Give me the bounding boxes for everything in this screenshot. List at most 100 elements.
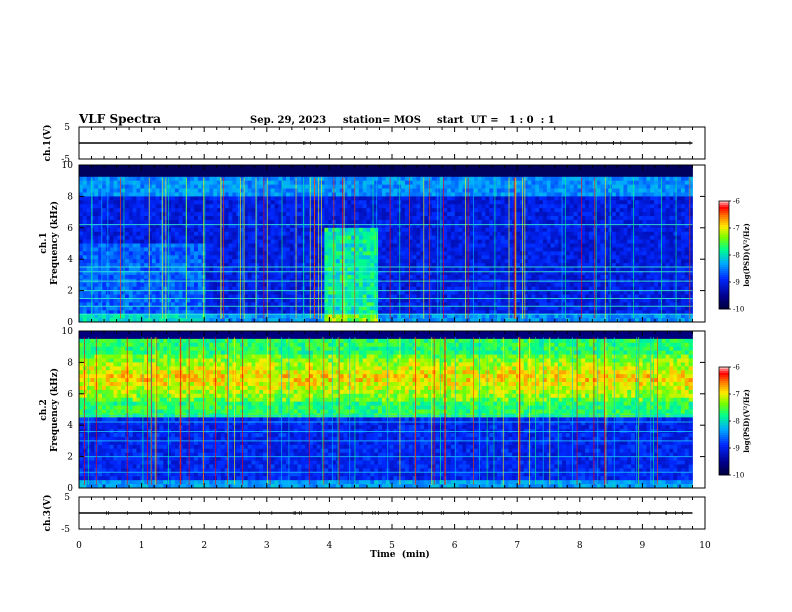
ch1-spectrogram-cell [228, 274, 233, 280]
ch1-spectrogram-cell [355, 239, 360, 244]
ch1-spectrogram-cell [278, 270, 283, 276]
ch1-spectrogram-cell [197, 212, 203, 217]
ch1-spectrogram-cell [286, 192, 291, 197]
ch1-spectrogram-cell [171, 188, 176, 193]
ch1-spectrogram-cell [289, 263, 295, 268]
ch1-spectrogram-cell [228, 223, 233, 229]
ch1-spectrogram-cell [470, 294, 475, 299]
ch1-spectrogram-cell [209, 227, 214, 233]
ch1-spectrogram-cell [197, 188, 203, 193]
ch1-spectrogram-cell [171, 176, 176, 182]
ch1-spectrogram-cell [136, 172, 141, 178]
ch1-spectrogram-cell [194, 255, 199, 260]
ch1-spectrogram-cell [381, 255, 387, 260]
ch1-spectrogram-cell [424, 165, 429, 170]
ch1-spectrogram-cell [385, 294, 390, 299]
ch1-spectrogram-cell [240, 274, 245, 280]
ch1-spectrogram-cell [140, 212, 145, 217]
ch1-spectrogram-cell [496, 219, 502, 225]
ch1-spectrogram-cell [98, 239, 103, 244]
ch1-spectrogram-cell [305, 302, 310, 307]
ch1-spectrogram-cell [282, 231, 287, 237]
ch1-spectrogram-cell [450, 227, 456, 233]
ch1-spectrogram-cell [439, 204, 444, 209]
ch1-spectrogram-cell [447, 216, 452, 221]
ch1-spectrogram-cell [416, 267, 421, 272]
ch1-spectrogram-cell [408, 231, 413, 237]
ch1-spectrogram-cell [155, 302, 160, 307]
ch1-spectrogram-cell [117, 251, 122, 256]
ch1-spectrogram-cell [232, 212, 237, 217]
ch1-spectrogram-cell [109, 212, 114, 217]
ch1-spectrogram-cell [171, 255, 176, 260]
ch1-spectrogram-cell [347, 255, 352, 260]
ch1-spectrogram-cell [500, 290, 506, 295]
ch1-spectrogram-cell [450, 239, 456, 244]
ch1-spectrogram-cell [270, 259, 275, 264]
ch1-spectrogram-cell [381, 219, 387, 225]
ch1-spectrogram-cell [473, 274, 479, 280]
ch1-spectrogram-cell [197, 298, 203, 303]
ch1-spectrogram-cell [217, 286, 222, 291]
ch1-spectrogram-cell [186, 314, 191, 319]
ch1-spectrogram-cell [309, 235, 314, 240]
ch1-spectrogram-cell [274, 208, 279, 213]
ch1-spectrogram-cell [82, 302, 88, 307]
ch1-spectrogram-cell [232, 294, 237, 299]
ch1-spectrogram-cell [351, 235, 356, 240]
ch1-spectrogram-cell [86, 219, 91, 225]
ch1-spectrogram-cell [493, 318, 498, 323]
ch1-spectrogram-cell [270, 318, 275, 323]
ch1-spectrogram-cell [374, 172, 379, 178]
ch1-spectrogram-cell [473, 196, 479, 201]
ch1-spectrogram-cell [94, 180, 99, 186]
ch1-spectrogram-cell [305, 239, 310, 244]
ch1-spectrogram-cell [86, 239, 91, 244]
ch1-spectrogram-cell [454, 200, 459, 205]
ch1-spectrogram-cell [523, 243, 529, 248]
ch1-spectrogram-cell [213, 239, 218, 244]
ch1-spectrogram-cell [447, 282, 452, 288]
ch1-spectrogram-cell [213, 247, 218, 252]
ch1-spectrogram-cell [309, 216, 314, 221]
ch1-spectrogram-cell [447, 176, 452, 182]
ch1-spectrogram-cell [247, 231, 252, 237]
ch1-spectrogram-cell [385, 176, 390, 182]
ch1-spectrogram-cell [347, 302, 352, 307]
ch1-spectrogram-cell [447, 188, 452, 193]
ch1-spectrogram-cell [125, 243, 130, 248]
ch1-spectrogram-cell [408, 290, 413, 295]
ch1-spectrogram-cell [82, 165, 88, 170]
ch1-spectrogram-cell [462, 235, 467, 240]
ch1-spectrogram-cell [504, 314, 509, 319]
ch1-spectrogram-cell [263, 176, 268, 182]
ch1-spectrogram-cell [178, 172, 183, 178]
ch1-spectrogram-cell [259, 184, 264, 189]
ch1-spectrogram-cell [270, 196, 275, 201]
ch1-spectrogram-cell [236, 239, 241, 244]
ch1-spectrogram-cell [378, 263, 383, 268]
ch1-spectrogram-cell [286, 255, 291, 260]
ch1-spectrogram-cell [243, 294, 249, 299]
ch1-spectrogram-cell [155, 239, 160, 244]
ch1-spectrogram-cell [266, 255, 272, 260]
ch1-spectrogram-cell [297, 274, 302, 280]
ch1-spectrogram-cell [401, 274, 406, 280]
ch1-spectrogram-cell [447, 180, 452, 186]
ch1-spectrogram-cell [496, 259, 502, 264]
ch1-spectrogram-cell [335, 180, 341, 186]
ch1-spectrogram-cell [393, 247, 398, 252]
ch1-spectrogram-cell [305, 212, 310, 217]
ch1-spectrogram-cell [266, 212, 272, 217]
ch1-spectrogram-cell [197, 208, 203, 213]
ch1-spectrogram-cell [347, 212, 352, 217]
ch1-spectrogram-cell [270, 184, 275, 189]
ch1-spectrogram-cell [408, 274, 413, 280]
ch1-spectrogram-cell [82, 243, 88, 248]
ch1-spectrogram-cell [94, 227, 99, 233]
ch1-spectrogram-cell [458, 270, 463, 276]
ch1-spectrogram-cell [174, 259, 180, 264]
ch1-spectrogram-cell [385, 212, 390, 217]
ch1-spectrogram-cell [197, 274, 203, 280]
ch1-spectrogram-cell [523, 176, 529, 182]
